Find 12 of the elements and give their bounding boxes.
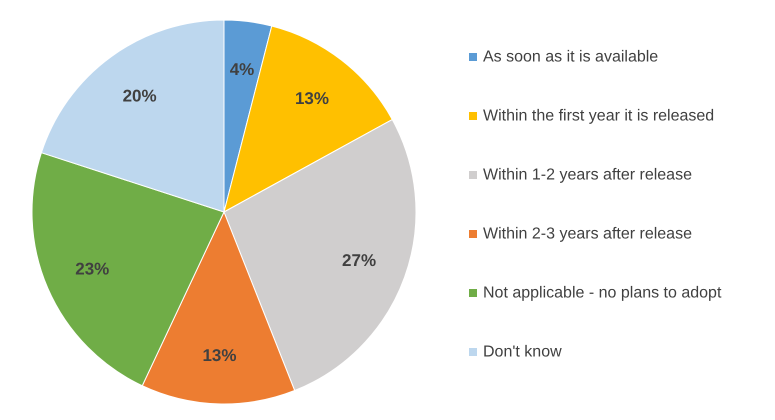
legend-label: Not applicable - no plans to adopt [483, 284, 722, 302]
data-label: 27% [342, 251, 376, 270]
data-label: 13% [202, 346, 237, 365]
data-label: 4% [230, 60, 254, 80]
legend-label: Within the first year it is released [483, 108, 714, 124]
data-label: 13% [294, 89, 329, 108]
legend-label: As soon as it is available [483, 48, 658, 66]
legend-label: Within 2-3 years after release [483, 226, 692, 242]
data-label: 20% [122, 86, 157, 106]
legend-label: Don't know [483, 344, 562, 360]
data-label: 23% [75, 260, 110, 279]
legend-label: Within 1-2 years after release [483, 166, 692, 184]
